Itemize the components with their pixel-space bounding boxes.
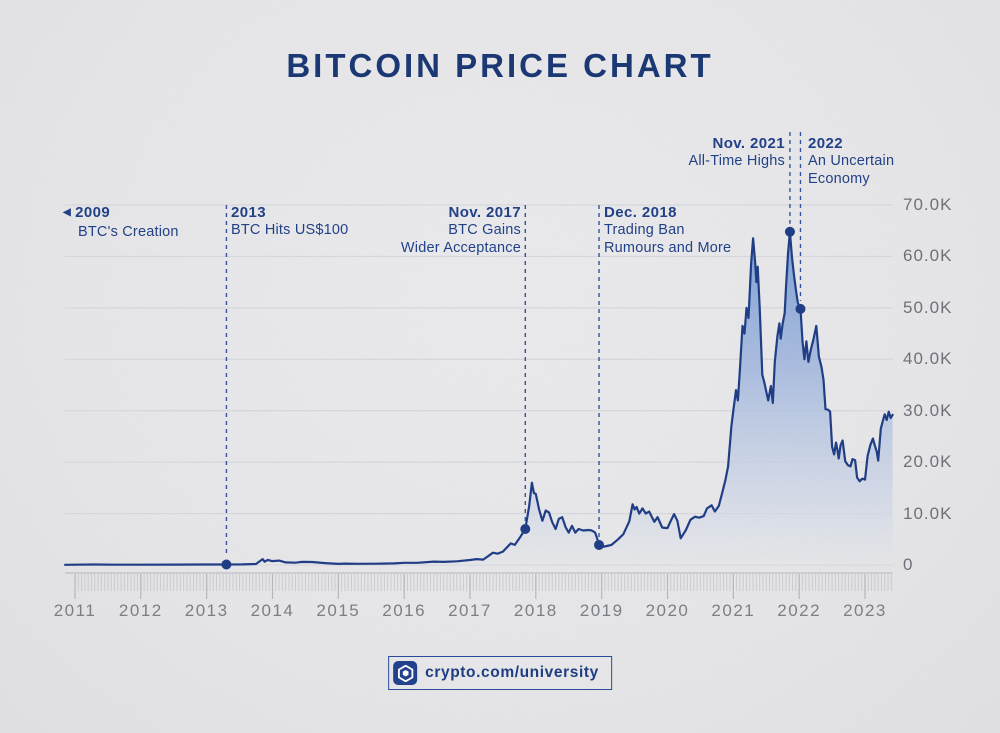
x-axis-ticks [65, 572, 893, 599]
annotation-text: Rumours and More [604, 240, 732, 256]
y-axis-label: 70.0K [903, 195, 953, 214]
annotation-text: BTC Hits US$100 [231, 222, 349, 238]
annotation-date: Dec. 2018 [604, 204, 677, 221]
x-axis-label: 2017 [448, 601, 492, 620]
x-axis-label: 2011 [53, 601, 97, 620]
y-axis-label: 20.0K [903, 452, 953, 472]
y-axis-label: 30.0K [903, 400, 953, 420]
x-axis-label: 2020 [645, 601, 690, 620]
event-marker-dot [221, 559, 232, 570]
x-axis-label: 2023 [843, 601, 887, 620]
annotation-guides [221, 132, 806, 570]
event-marker-dot [784, 226, 795, 237]
y-axis-label: 40.0K [903, 349, 953, 369]
annotation-date: ◀ 2009 [63, 204, 111, 221]
annotation-2009: ◀ 2009 BTC's Creation [63, 204, 179, 241]
left-arrow-icon: ◀ [63, 207, 72, 218]
annotation-nov-2021: Nov. 2021 All-Time Highs [688, 135, 785, 170]
annotation-text: Wider Acceptance [400, 240, 521, 256]
x-axis-label: 2022 [777, 601, 822, 620]
y-axis-label: 60.0K [903, 246, 953, 266]
x-axis-label: 2014 [250, 601, 295, 620]
crypto-com-shield-icon [393, 661, 418, 685]
y-axis-label: 0 [903, 555, 914, 574]
annotation-text: Economy [808, 171, 870, 187]
annotation-dec-2018: Dec. 2018 Trading Ban Rumours and More [604, 204, 731, 257]
event-marker-dot [795, 303, 806, 314]
x-axis-label: 2016 [382, 601, 427, 620]
annotation-text: An Uncertain [808, 153, 895, 169]
annotation-text: All-Time Highs [688, 153, 785, 169]
y-axis-label: 50.0K [903, 297, 953, 317]
brand-badge: crypto.com/university [388, 656, 612, 690]
annotation-nov-2017: Nov. 2017 BTC Gains Wider Acceptance [401, 204, 521, 257]
annotation-text: BTC's Creation [78, 224, 179, 240]
x-axis-label: 2013 [184, 601, 229, 620]
annotation-2022: 2022 An Uncertain Economy [808, 135, 894, 188]
annotation-date: 2022 [808, 135, 843, 152]
annotation-2013: 2013 BTC Hits US$100 [231, 204, 348, 239]
x-axis-label: 2012 [118, 601, 163, 620]
event-marker-dot [520, 524, 531, 534]
y-axis-label: 10.0K [903, 503, 953, 523]
x-axis-label: 2019 [579, 601, 624, 620]
page-title: BITCOIN PRICE CHART [286, 47, 714, 84]
annotation-date: Nov. 2021 [712, 135, 785, 152]
event-marker-dot [594, 539, 605, 550]
x-axis-label: 2015 [316, 601, 361, 620]
annotation-date: Nov. 2017 [448, 204, 521, 221]
x-axis-label: 2021 [711, 601, 756, 620]
annotation-text: Trading Ban [604, 222, 685, 238]
annotation-text: BTC Gains [448, 222, 521, 238]
price-series [63, 230, 894, 566]
x-axis-label: 2018 [513, 601, 558, 620]
annotation-date: 2013 [231, 204, 266, 221]
brand-url: crypto.com/university [425, 664, 599, 681]
